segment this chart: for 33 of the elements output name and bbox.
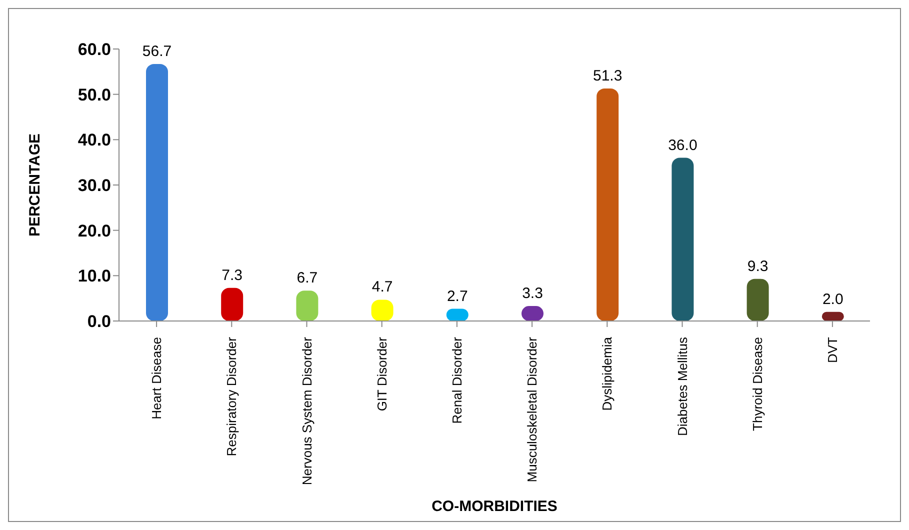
x-tick-label: Respiratory Disorder (224, 336, 240, 456)
data-label: 56.7 (142, 42, 172, 60)
data-label: 2.7 (446, 288, 468, 305)
x-tick-label: Thyroid Disease (750, 337, 765, 431)
x-tick-label: Dyslipidemia (600, 336, 615, 411)
x-axis-title: CO-MORBIDITIES (432, 498, 558, 515)
data-label: 2.0 (822, 290, 844, 308)
x-tick-label: Heart Disease (149, 337, 164, 420)
y-tick-label: 0.0 (87, 312, 111, 332)
x-tick-label: Renal Disorder (449, 336, 464, 424)
data-label: 3.3 (522, 285, 543, 302)
data-label: 36.0 (668, 136, 698, 154)
x-tick-label: DVT (824, 336, 840, 363)
bar (146, 64, 168, 321)
x-tick-label: Diabetes Mellitus (674, 336, 690, 436)
y-tick-label: 10.0 (78, 266, 111, 286)
x-tick-label: GIT Disorder (374, 336, 390, 412)
x-tick-label: Musculoskeletal Disorder (524, 336, 540, 482)
y-axis-title: PERCENTAGE (26, 133, 44, 237)
y-tick-label: 50.0 (78, 85, 111, 104)
y-tick-label: 60.0 (78, 40, 111, 60)
x-tick-label: Nervous System Disorder (299, 336, 314, 486)
bar (746, 278, 769, 321)
y-tick-label: 30.0 (78, 176, 111, 196)
bar (596, 88, 619, 321)
y-tick-label: 40.0 (78, 130, 111, 150)
data-label: 4.7 (372, 278, 393, 296)
data-label: 6.7 (296, 270, 318, 287)
bar (672, 158, 694, 321)
data-label: 7.3 (222, 266, 243, 284)
data-label: 51.3 (593, 67, 622, 84)
y-tick-label: 20.0 (78, 221, 111, 240)
data-label: 9.3 (747, 258, 768, 275)
